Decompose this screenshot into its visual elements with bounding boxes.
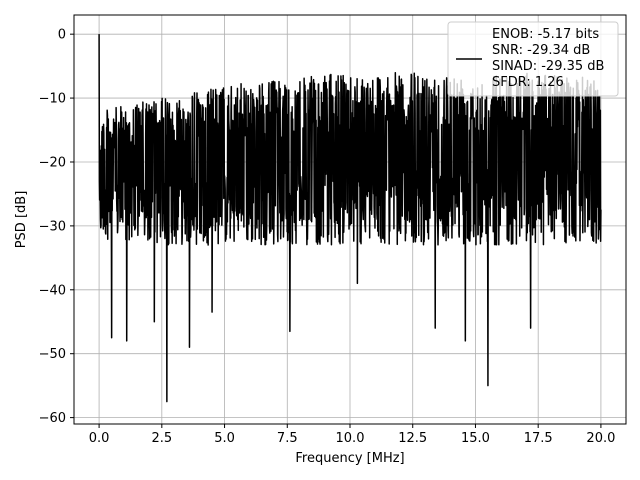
legend: ENOB: -5.17 bits SNR: -29.34 dB SINAD: -… (447, 21, 619, 97)
y-tick-label: −20 (39, 155, 66, 170)
y-tick-label: −30 (39, 219, 66, 234)
x-tick-label: 15.0 (461, 431, 490, 446)
x-tick-label: 20.0 (586, 431, 615, 446)
y-tick-label: −60 (39, 411, 66, 426)
x-tick-label: 5.0 (214, 431, 235, 446)
legend-sinad: SINAD: -29.35 dB (492, 59, 604, 74)
x-axis-label: Frequency [MHz] (295, 451, 404, 466)
x-tick-label: 10.0 (336, 431, 365, 446)
x-tick-label: 0.0 (89, 431, 110, 446)
legend-enob: ENOB: -5.17 bits (492, 27, 599, 42)
y-tick-label: 0 (58, 28, 66, 43)
y-axis-label: PSD [dB] (14, 191, 29, 249)
legend-box (447, 21, 619, 97)
y-tick-label: −10 (39, 92, 66, 107)
y-tick-label: −40 (39, 283, 66, 298)
axis-ticks: 0.0 2.5 5.0 7.5 10.0 12.5 15.0 17.5 20.0 0 −10 −20 −… (39, 28, 616, 446)
x-tick-label: 12.5 (398, 431, 427, 446)
x-tick-label: 17.5 (524, 431, 553, 446)
x-tick-label: 2.5 (151, 431, 172, 446)
legend-snr: SNR: -29.34 dB (492, 43, 590, 58)
x-tick-label: 7.5 (277, 431, 298, 446)
y-tick-label: −50 (39, 347, 66, 362)
legend-sfdr: SFDR: 1.26 (492, 75, 564, 90)
